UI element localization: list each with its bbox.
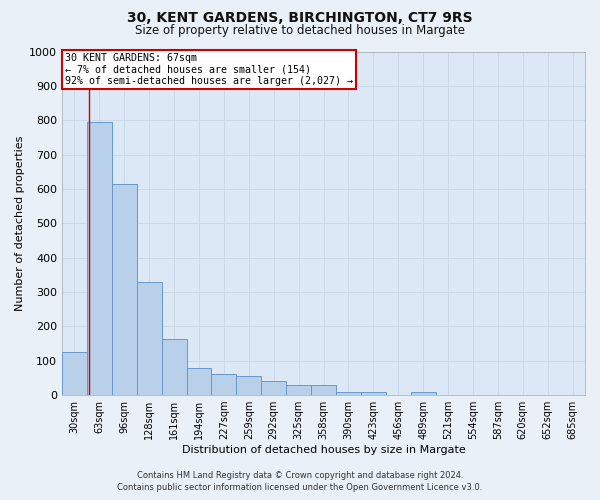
Text: Contains HM Land Registry data © Crown copyright and database right 2024.
Contai: Contains HM Land Registry data © Crown c… [118,471,482,492]
Bar [87,122,112,395]
Bar [410,392,436,395]
Bar [336,392,361,395]
Text: Size of property relative to detached houses in Margate: Size of property relative to detached ho… [135,24,465,37]
X-axis label: Distribution of detached houses by size in Margate: Distribution of detached houses by size … [182,445,466,455]
Bar [137,282,161,395]
Text: 30 KENT GARDENS: 67sqm
← 7% of detached houses are smaller (154)
92% of semi-det: 30 KENT GARDENS: 67sqm ← 7% of detached … [65,53,353,86]
Bar [211,374,236,395]
Bar [311,386,336,395]
Bar [161,340,187,395]
Bar [187,368,211,395]
Bar [236,376,261,395]
Bar [112,184,137,395]
Bar [62,352,87,395]
Bar [286,385,311,395]
Bar [361,392,386,395]
Text: 30, KENT GARDENS, BIRCHINGTON, CT7 9RS: 30, KENT GARDENS, BIRCHINGTON, CT7 9RS [127,11,473,25]
Bar [261,382,286,395]
Y-axis label: Number of detached properties: Number of detached properties [15,136,25,311]
